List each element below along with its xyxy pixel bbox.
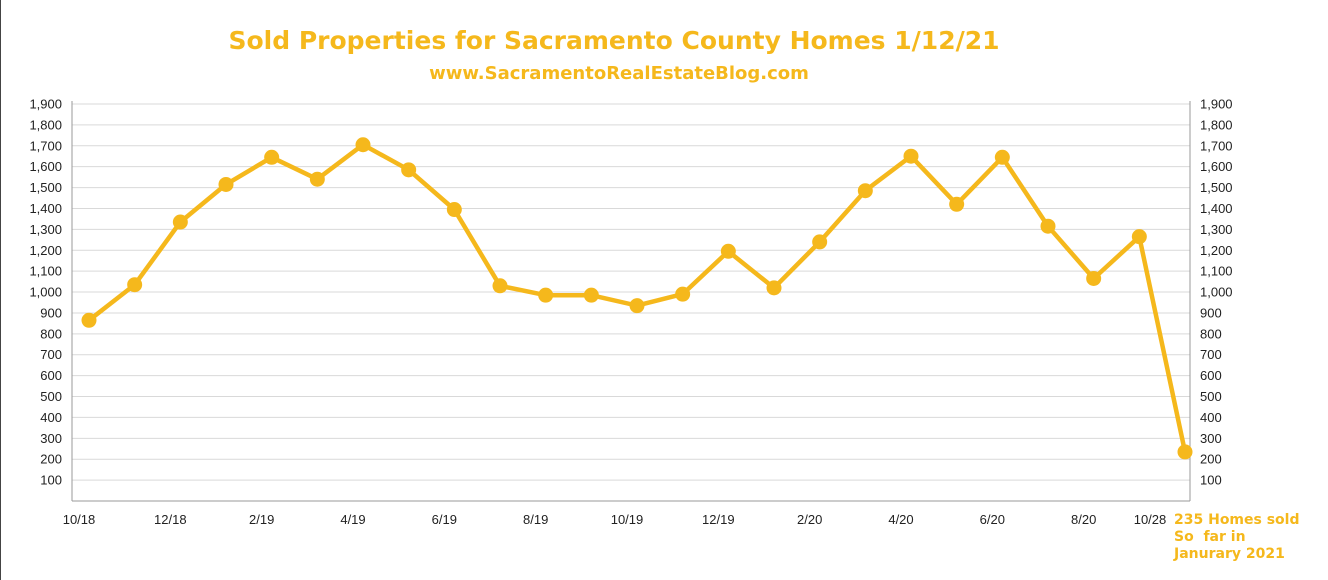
y-tick-label-right: 200 — [1200, 452, 1222, 467]
data-point — [446, 202, 462, 218]
y-tick-label-left: 1,500 — [29, 180, 62, 195]
data-point — [812, 234, 828, 250]
y-tick-label-right: 500 — [1200, 389, 1222, 404]
y-tick-label-left: 100 — [40, 473, 62, 488]
x-tick-label: 10/18 — [63, 512, 96, 527]
y-tick-label-left: 600 — [40, 368, 62, 383]
annotation-line-3: Janurary 2021 — [1174, 546, 1285, 562]
last-point-annotation: 235 Homes sold So far in Janurary 2021 — [1174, 512, 1324, 563]
x-tick-label: 10/19 — [611, 512, 644, 527]
y-tick-label-left: 500 — [40, 389, 62, 404]
data-point — [81, 312, 97, 328]
data-point — [1086, 270, 1102, 286]
data-point — [994, 149, 1010, 165]
y-tick-label-right: 100 — [1200, 473, 1222, 488]
data-point — [1040, 218, 1056, 234]
data-point — [264, 149, 280, 165]
data-point — [720, 243, 736, 259]
x-tick-label: 8/20 — [1071, 512, 1096, 527]
y-tick-label-left: 1,700 — [29, 138, 62, 153]
data-point — [218, 176, 234, 192]
y-tick-label-left: 200 — [40, 452, 62, 467]
y-tick-label-right: 1,700 — [1200, 138, 1233, 153]
data-point — [538, 287, 554, 303]
y-tick-label-right: 900 — [1200, 305, 1222, 320]
data-point — [355, 137, 371, 153]
x-tick-label: 6/20 — [980, 512, 1005, 527]
y-tick-label-right: 1,300 — [1200, 222, 1233, 237]
y-tick-label-left: 1,300 — [29, 222, 62, 237]
y-tick-label-left: 1,000 — [29, 285, 62, 300]
data-point — [1131, 229, 1147, 245]
x-tick-label: 2/20 — [797, 512, 822, 527]
data-point — [583, 287, 599, 303]
y-tick-label-left: 1,200 — [29, 243, 62, 258]
y-tick-label-left: 1,400 — [29, 201, 62, 216]
y-tick-label-left: 900 — [40, 305, 62, 320]
y-tick-label-left: 400 — [40, 410, 62, 425]
y-tick-label-right: 1,500 — [1200, 180, 1233, 195]
x-tick-label: 10/28 — [1134, 512, 1167, 527]
y-tick-label-left: 1,800 — [29, 117, 62, 132]
y-tick-label-right: 700 — [1200, 347, 1222, 362]
data-point — [127, 277, 143, 293]
y-tick-label-left: 700 — [40, 347, 62, 362]
data-point — [949, 196, 965, 212]
x-tick-label: 6/19 — [432, 512, 457, 527]
data-point — [401, 162, 417, 178]
y-tick-label-left: 1,900 — [29, 97, 62, 112]
x-tick-label: 4/19 — [340, 512, 365, 527]
data-point — [309, 171, 325, 187]
y-tick-label-right: 1,200 — [1200, 243, 1233, 258]
data-point — [492, 278, 508, 294]
x-tick-label: 8/19 — [523, 512, 548, 527]
data-point — [766, 280, 782, 296]
y-tick-label-right: 300 — [1200, 431, 1222, 446]
data-point — [903, 148, 919, 164]
x-tick-label: 2/19 — [249, 512, 274, 527]
chart-title: Sold Properties for Sacramento County Ho… — [228, 26, 1000, 55]
x-tick-label: 12/19 — [702, 512, 735, 527]
data-point — [629, 298, 645, 314]
chart-subtitle: www.SacramentoRealEstateBlog.com — [429, 63, 809, 84]
y-tick-label-right: 400 — [1200, 410, 1222, 425]
y-tick-label-right: 1,800 — [1200, 117, 1233, 132]
annotation-line-1: 235 Homes sold — [1174, 512, 1300, 528]
x-tick-label: 12/18 — [154, 512, 187, 527]
y-tick-label-right: 1,000 — [1200, 285, 1233, 300]
y-tick-label-left: 300 — [40, 431, 62, 446]
y-tick-label-left: 1,100 — [29, 264, 62, 279]
left-border — [0, 0, 1, 580]
data-point — [1177, 444, 1193, 460]
y-tick-label-right: 800 — [1200, 326, 1222, 341]
data-point — [172, 214, 188, 230]
annotation-line-2: So far in — [1174, 529, 1246, 545]
y-tick-label-left: 1,600 — [29, 159, 62, 174]
y-tick-label-right: 1,400 — [1200, 201, 1233, 216]
y-tick-label-right: 1,600 — [1200, 159, 1233, 174]
y-tick-label-right: 1,100 — [1200, 264, 1233, 279]
data-point — [857, 183, 873, 199]
y-tick-label-right: 1,900 — [1200, 97, 1233, 112]
y-tick-label-right: 600 — [1200, 368, 1222, 383]
data-point — [675, 286, 691, 302]
y-tick-label-left: 800 — [40, 326, 62, 341]
x-tick-label: 4/20 — [888, 512, 913, 527]
